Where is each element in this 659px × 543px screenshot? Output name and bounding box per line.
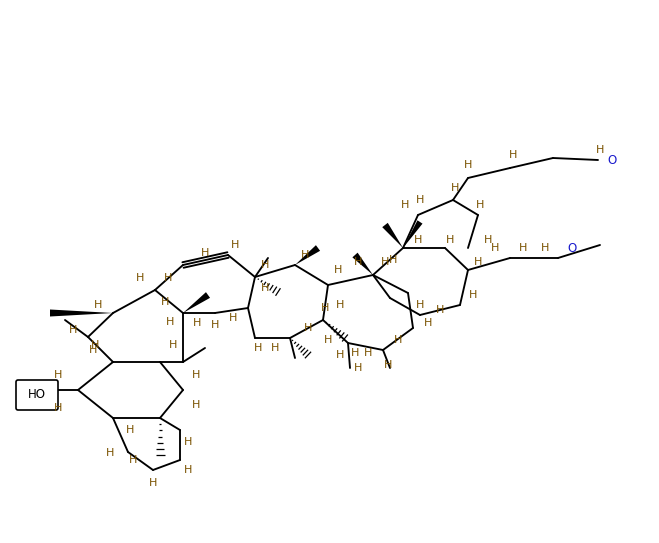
Text: H: H — [149, 478, 158, 488]
Text: H: H — [94, 300, 102, 310]
Polygon shape — [295, 245, 320, 265]
Text: H: H — [424, 318, 432, 328]
Text: H: H — [334, 265, 342, 275]
Text: H: H — [304, 323, 312, 333]
Text: H: H — [54, 403, 62, 413]
Text: H: H — [364, 348, 372, 358]
Text: H: H — [201, 248, 209, 258]
Text: H: H — [136, 273, 144, 283]
Polygon shape — [403, 220, 422, 248]
Polygon shape — [183, 292, 210, 313]
Polygon shape — [50, 310, 113, 317]
Text: H: H — [89, 345, 97, 355]
Text: H: H — [166, 317, 174, 327]
Text: H: H — [469, 290, 477, 300]
Text: H: H — [416, 195, 424, 205]
Text: H: H — [229, 313, 237, 323]
Text: H: H — [519, 243, 527, 253]
Text: O: O — [608, 154, 617, 167]
Text: H: H — [484, 235, 492, 245]
Text: H: H — [301, 250, 309, 260]
Text: H: H — [436, 305, 444, 315]
Text: H: H — [324, 335, 332, 345]
Text: H: H — [401, 200, 409, 210]
Text: H: H — [381, 257, 389, 267]
Text: HO: HO — [28, 388, 46, 401]
Text: H: H — [211, 320, 219, 330]
Text: H: H — [541, 243, 549, 253]
Text: H: H — [184, 437, 192, 447]
Text: H: H — [476, 200, 484, 210]
FancyBboxPatch shape — [16, 380, 58, 410]
Text: H: H — [321, 303, 330, 313]
Text: H: H — [91, 340, 100, 350]
Text: H: H — [351, 348, 359, 358]
Text: H: H — [193, 318, 201, 328]
Text: H: H — [384, 360, 392, 370]
Text: H: H — [192, 400, 200, 410]
Text: H: H — [164, 273, 172, 283]
Text: H: H — [106, 448, 114, 458]
Text: H: H — [192, 370, 200, 380]
Text: H: H — [416, 300, 424, 310]
Text: H: H — [231, 240, 239, 250]
Text: H: H — [169, 340, 177, 350]
Text: H: H — [509, 150, 517, 160]
Text: H: H — [445, 235, 454, 245]
Text: H: H — [271, 343, 279, 353]
Text: H: H — [596, 145, 604, 155]
Text: H: H — [451, 183, 459, 193]
Polygon shape — [382, 223, 403, 248]
Text: H: H — [354, 363, 362, 373]
Text: H: H — [336, 350, 344, 360]
Text: H: H — [254, 343, 262, 353]
Text: H: H — [464, 160, 473, 170]
Text: H: H — [389, 255, 397, 265]
Text: H: H — [126, 425, 134, 435]
Text: H: H — [394, 335, 402, 345]
Text: H: H — [184, 465, 192, 475]
Text: H: H — [161, 297, 169, 307]
Text: O: O — [567, 242, 577, 255]
Polygon shape — [353, 252, 373, 275]
Text: H: H — [261, 283, 269, 293]
Text: H: H — [129, 455, 137, 465]
Text: H: H — [474, 257, 482, 267]
Text: H: H — [491, 243, 499, 253]
Text: H: H — [54, 370, 62, 380]
Text: H: H — [69, 325, 77, 335]
Text: H: H — [414, 235, 422, 245]
Text: H: H — [336, 300, 344, 310]
Text: H: H — [354, 257, 362, 267]
Text: H: H — [261, 260, 269, 270]
